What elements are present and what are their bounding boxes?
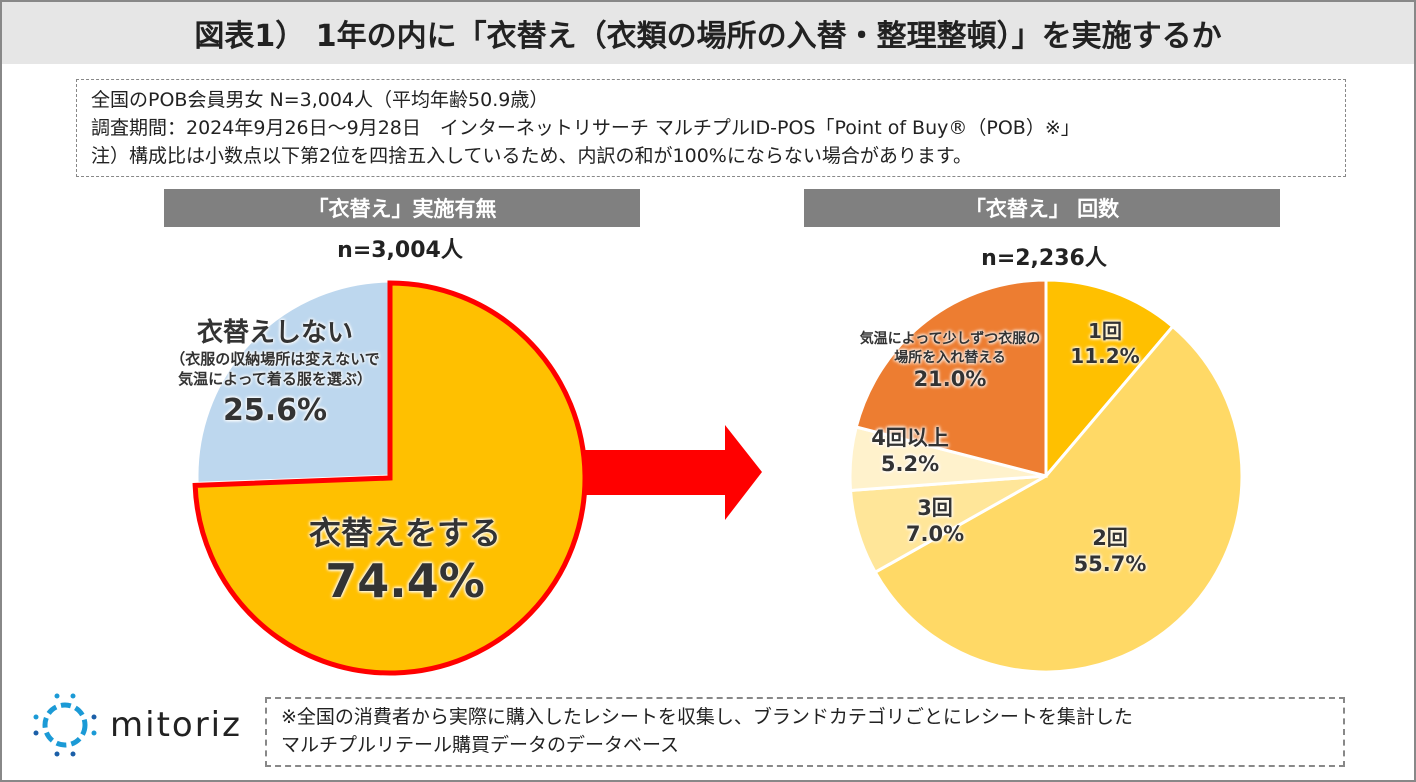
page-title: 図表1） 1年の内に「衣替え（衣類の場所の入替・整理整頓）」を実施するか [2, 2, 1414, 64]
label-4: 4回以上 [871, 426, 949, 450]
footer-note: ※全国の消費者から実際に購入したレシートを収集し、ブランドカテゴリごとにレシート… [265, 697, 1345, 767]
footer-line: マルチプルリテール購買データのデータベース [281, 734, 680, 756]
notes-box: 全国のPOB会員男女 N=3,004人（平均年齢50.9歳） 調査期間：2024… [76, 79, 1346, 177]
logo-text: mitoriz [110, 705, 242, 745]
label-yes: 衣替えをする [308, 514, 501, 552]
pie-slice [873, 324, 1244, 674]
pie-slice [854, 278, 1048, 478]
pie-slice [192, 280, 588, 676]
value-4: 5.2% [880, 452, 940, 476]
right-chart-title: 「衣替え」 回数 [804, 189, 1280, 227]
sublabel: 気温によって着る服を選ぶ） [178, 370, 372, 388]
note-line: 調査期間：2024年9月26日～9月28日 インターネットリサーチ マルチプルI… [91, 117, 1080, 139]
footer-line: ※全国の消費者から実際に購入したレシートを収集し、ブランドカテゴリごとにレシート… [281, 706, 1133, 728]
value-2: 55.7% [1073, 552, 1147, 576]
left-n: n=3,004人 [337, 238, 463, 263]
value-3: 7.0% [905, 522, 965, 546]
mitoriz-logo: mitoriz [30, 690, 242, 760]
logo-icon [33, 693, 97, 757]
right-n: n=2,236人 [981, 246, 1107, 271]
pie-slice [1044, 278, 1175, 481]
sublabel: （衣服の収納場所は変えないで [170, 350, 380, 368]
label-1: 1回 [1088, 319, 1122, 343]
label-no: 衣替えしない [196, 318, 353, 348]
arrow [585, 425, 762, 520]
left-chart-title: 「衣替え」実施有無 [164, 189, 640, 227]
label-3: 3回 [917, 496, 953, 520]
value-1: 11.2% [1070, 344, 1140, 368]
note-line: 注）構成比は小数点以下第2位を四捨五入しているため、内訳の和が100%にならない… [91, 145, 972, 167]
note-line: 全国のPOB会員男女 N=3,004人（平均年齢50.9歳） [91, 89, 549, 111]
value-no: 25.6% [222, 393, 328, 428]
pie-slice [195, 279, 394, 485]
label-5: 気温によって少しずつ衣服の場所を入れ替える [859, 331, 1041, 366]
label-2: 2回 [1092, 526, 1128, 550]
value-yes: 74.4% [325, 554, 485, 608]
value-5: 21.0% [913, 367, 987, 391]
